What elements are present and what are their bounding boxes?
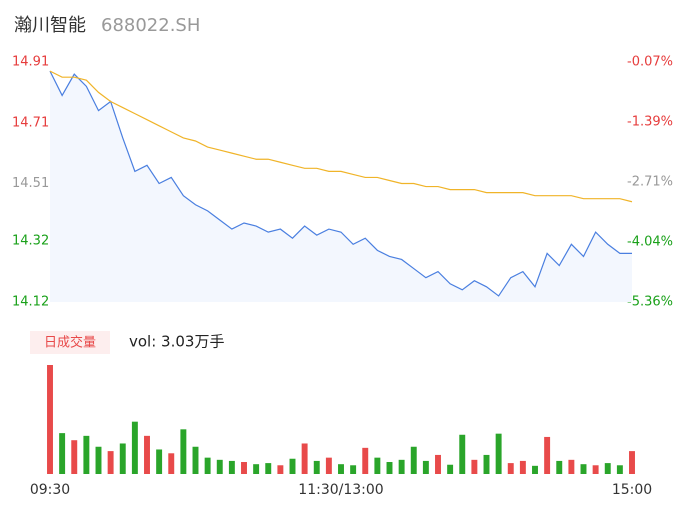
y-tick-label: 14.32: [12, 234, 49, 249]
y2-tick-label: -4.04%: [627, 235, 673, 250]
volume-bar: [277, 465, 284, 474]
volume-bar: [338, 464, 344, 474]
volume-bar: [144, 435, 150, 474]
volume-bar: [398, 459, 405, 474]
volume-bar: [362, 447, 369, 474]
series-line: [49, 70, 632, 297]
y2-tick-label: -2.71%: [627, 174, 673, 189]
volume-bar: [228, 460, 235, 474]
volume-legend: 日成交量: [44, 335, 96, 351]
volume-bar: [459, 434, 466, 474]
volume-bar: [107, 451, 114, 474]
volume-bar: [192, 446, 199, 474]
volume-bar: [253, 464, 260, 474]
volume-bar: [168, 453, 175, 474]
volume-bar: [180, 429, 187, 474]
volume-bar: [241, 462, 247, 474]
x-tick-label: 09:30: [30, 482, 70, 498]
volume-total: vol: 3.03万手: [129, 333, 224, 351]
y2-tick-label: -1.39%: [627, 114, 673, 129]
volume-bar: [629, 451, 635, 474]
volume-bar: [301, 443, 308, 474]
volume-bar: [410, 446, 417, 474]
volume-bar: [435, 454, 441, 474]
volume-bar: [386, 462, 393, 474]
volume-bar: [71, 440, 78, 474]
price-area: [50, 71, 632, 302]
volume-bar: [325, 457, 332, 474]
volume-bar: [59, 433, 66, 474]
volume-bar: [568, 459, 575, 474]
series-line: [49, 70, 633, 203]
volume-bar: [119, 443, 126, 474]
y2-tick-label: -5.36%: [627, 295, 673, 310]
volume-bar: [592, 465, 599, 474]
volume-bar: [216, 459, 223, 474]
x-tick-label: 15:00: [612, 482, 652, 498]
stock-code: 688022.SH: [101, 15, 200, 36]
volume-bar: [422, 460, 429, 474]
volume-bar: [507, 463, 514, 474]
volume-bar: [544, 436, 551, 474]
volume-bar: [47, 365, 53, 474]
volume-bar: [532, 465, 538, 474]
volume-bar: [350, 465, 357, 474]
volume-bar: [131, 421, 138, 474]
volume-bar: [265, 463, 272, 474]
volume-bar: [471, 459, 478, 474]
volume-bar: [313, 460, 320, 474]
y-tick-label: 14.51: [12, 176, 49, 191]
volume-bar: [483, 454, 490, 474]
volume-bar: [374, 457, 381, 474]
volume-bar: [495, 433, 502, 474]
volume-bar: [95, 446, 102, 474]
volume-bar: [519, 460, 526, 474]
volume-bar: [580, 464, 587, 474]
x-tick-label: 11:30/13:00: [298, 482, 383, 498]
volume-bar: [556, 460, 563, 474]
volume-bar: [616, 465, 623, 474]
y-tick-label: 14.71: [12, 115, 49, 130]
volume-bar: [156, 449, 163, 474]
volume-bar: [604, 463, 611, 474]
y2-tick-label: -0.07%: [627, 55, 673, 70]
volume-bar: [447, 464, 454, 474]
legend-box: [30, 331, 110, 354]
y-tick-label: 14.91: [12, 55, 49, 70]
volume-bar: [289, 458, 296, 474]
chart-title: 瀚川智能: [14, 15, 86, 36]
volume-bar: [83, 435, 90, 474]
volume-bar: [204, 457, 211, 474]
y-tick-label: 14.12: [12, 295, 49, 310]
